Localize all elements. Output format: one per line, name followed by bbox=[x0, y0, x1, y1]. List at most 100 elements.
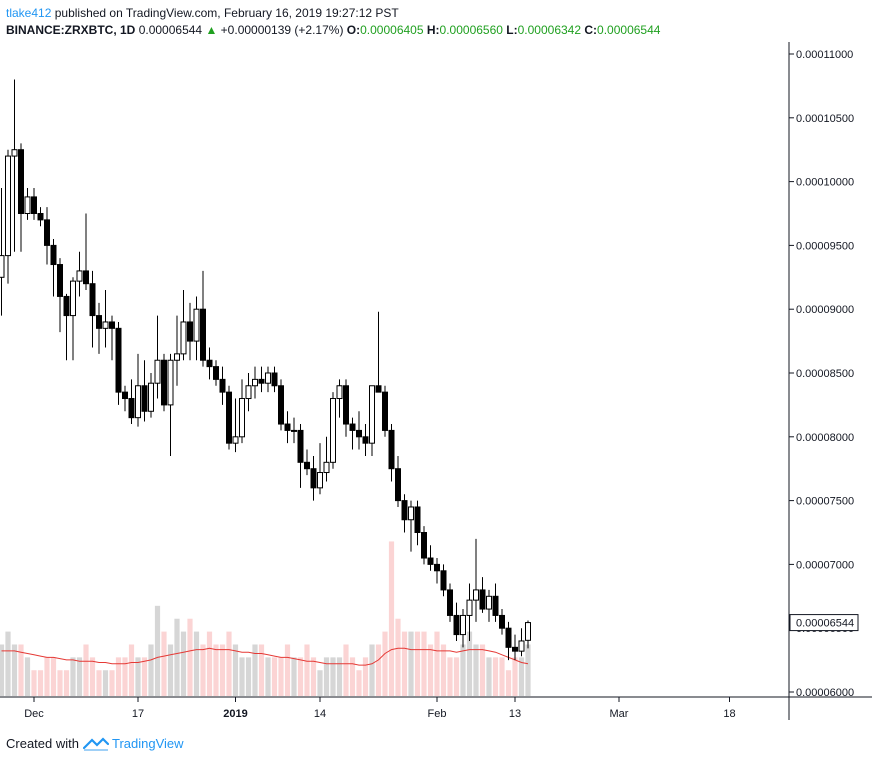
candle bbox=[5, 149, 11, 284]
time-tick-label: 18 bbox=[723, 708, 735, 720]
candle bbox=[414, 500, 421, 546]
volume-bar bbox=[512, 657, 518, 696]
candle bbox=[50, 239, 57, 297]
candle-body bbox=[239, 398, 245, 438]
candle-body bbox=[408, 506, 414, 521]
candle-body bbox=[50, 244, 57, 266]
candle bbox=[369, 385, 375, 456]
candle-body bbox=[479, 589, 486, 610]
candle-body bbox=[141, 385, 148, 412]
price-tick-label: 0.00010500 bbox=[796, 113, 854, 125]
price-tick-label: 0.00006000 bbox=[796, 687, 854, 699]
candle-body bbox=[206, 359, 213, 368]
volume-bar bbox=[356, 670, 362, 696]
volume-bar bbox=[317, 670, 323, 696]
candle bbox=[323, 436, 330, 482]
candle-body bbox=[499, 614, 505, 629]
candle-body bbox=[486, 595, 492, 610]
candle bbox=[479, 577, 486, 613]
volume-bar bbox=[466, 631, 473, 696]
volume-bar bbox=[473, 644, 479, 696]
candle bbox=[109, 315, 115, 361]
volume-bar bbox=[349, 657, 356, 696]
candle bbox=[239, 379, 245, 444]
candle bbox=[161, 353, 167, 412]
price-axis: 0.000060000.000065000.000070000.00007500… bbox=[789, 49, 854, 699]
volume-bar bbox=[200, 644, 206, 696]
volume-bar bbox=[375, 644, 382, 696]
candle-body bbox=[317, 472, 323, 489]
volume-bar bbox=[278, 657, 284, 696]
volume-bar bbox=[63, 670, 70, 696]
candle bbox=[44, 207, 50, 265]
candle-body bbox=[421, 532, 427, 559]
candle bbox=[148, 373, 154, 418]
volume-bar bbox=[50, 657, 57, 696]
candles-layer bbox=[0, 79, 531, 661]
volume-bar bbox=[362, 657, 369, 696]
candle bbox=[154, 315, 161, 399]
candle-body bbox=[219, 378, 226, 393]
volume-bar bbox=[148, 644, 154, 696]
candle-body bbox=[83, 270, 89, 285]
price-tick-label: 0.00008000 bbox=[796, 432, 854, 444]
candle bbox=[135, 353, 141, 427]
candle-body bbox=[128, 398, 135, 419]
candle-body bbox=[473, 589, 479, 601]
candle bbox=[317, 443, 323, 495]
candle-body bbox=[174, 353, 180, 361]
tradingview-brand-link[interactable]: TradingView bbox=[111, 736, 184, 751]
candle-body bbox=[193, 308, 200, 342]
candle-body bbox=[37, 213, 44, 221]
candle bbox=[362, 424, 369, 456]
tradingview-logo-icon[interactable] bbox=[82, 736, 109, 751]
volume-bar bbox=[388, 541, 395, 696]
candle-body bbox=[466, 599, 473, 616]
candle bbox=[453, 602, 460, 641]
candle-body bbox=[388, 429, 395, 470]
candle-body bbox=[258, 378, 265, 384]
candle bbox=[401, 494, 408, 533]
volume-bar bbox=[336, 657, 343, 696]
candle-body bbox=[460, 614, 466, 636]
candle bbox=[356, 411, 362, 450]
candle-body bbox=[395, 468, 401, 502]
volume-bar bbox=[180, 631, 187, 696]
footer: Created with TradingView bbox=[6, 736, 184, 751]
volume-bar bbox=[447, 657, 453, 696]
candle bbox=[115, 321, 122, 405]
candle bbox=[89, 270, 96, 348]
volume-bar bbox=[83, 644, 89, 696]
published-text: published on TradingView.com, February 1… bbox=[54, 6, 399, 20]
volume-bar bbox=[70, 657, 76, 696]
volume-bar bbox=[505, 670, 512, 696]
candle-body bbox=[245, 385, 252, 400]
volume-bar bbox=[297, 657, 304, 696]
candle bbox=[278, 379, 284, 431]
candle-body bbox=[310, 468, 317, 489]
volume-bar bbox=[24, 657, 31, 696]
candle-body bbox=[187, 321, 193, 342]
candle-body bbox=[70, 280, 76, 317]
author-link[interactable]: tlake412 bbox=[6, 6, 52, 20]
volume-bar bbox=[193, 631, 200, 696]
candle-body bbox=[323, 461, 330, 474]
candle bbox=[427, 545, 434, 571]
candle-body bbox=[24, 196, 31, 215]
volume-bar bbox=[310, 657, 317, 696]
candle-body bbox=[200, 308, 206, 361]
up-arrow-icon: ▲ bbox=[205, 23, 218, 37]
volume-bar bbox=[135, 657, 141, 696]
candle bbox=[141, 360, 148, 422]
candle bbox=[252, 366, 258, 399]
candle bbox=[330, 392, 336, 469]
candle-body bbox=[512, 646, 518, 652]
last-price: 0.00006544 bbox=[138, 23, 203, 37]
candle bbox=[57, 258, 63, 333]
candle-body bbox=[362, 436, 369, 444]
high-value: 0.00006560 bbox=[439, 23, 503, 37]
candle bbox=[395, 455, 401, 507]
volume-bar bbox=[265, 657, 271, 696]
price-tick-label: 0.00009500 bbox=[796, 240, 854, 252]
